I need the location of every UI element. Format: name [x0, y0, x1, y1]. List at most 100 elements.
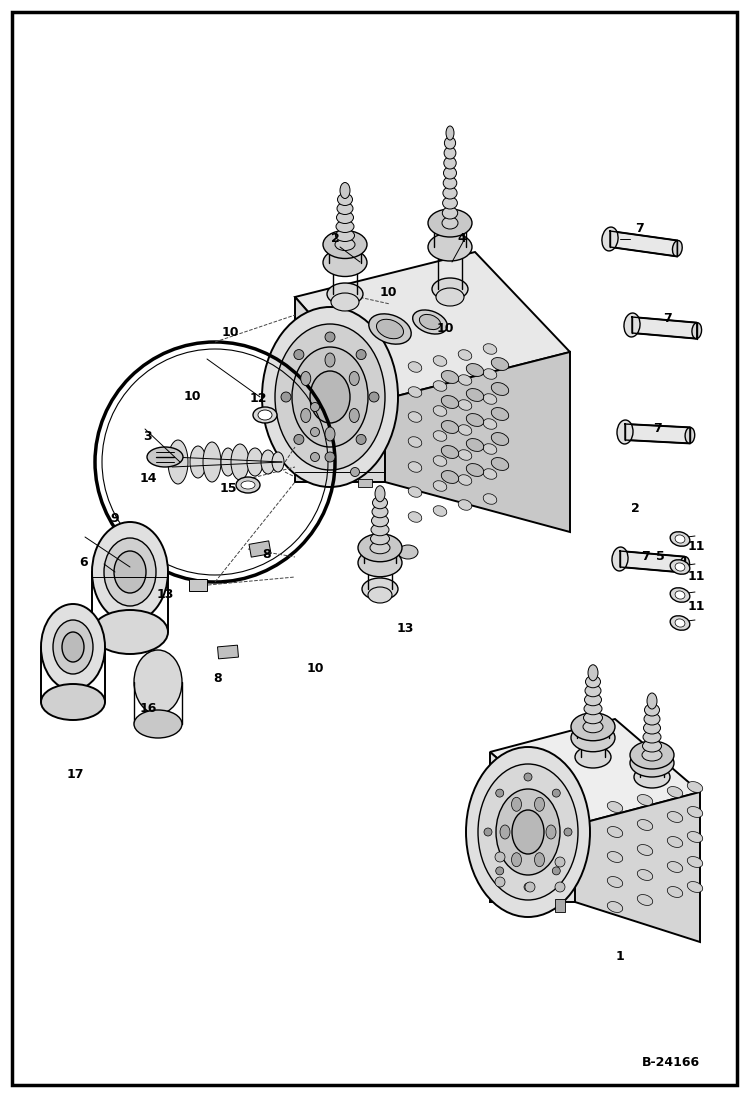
Ellipse shape — [644, 713, 660, 725]
Ellipse shape — [643, 722, 661, 734]
Text: 11: 11 — [688, 600, 705, 613]
Ellipse shape — [495, 877, 505, 887]
Text: 13: 13 — [157, 588, 174, 601]
Ellipse shape — [441, 371, 458, 384]
Ellipse shape — [336, 212, 354, 224]
Circle shape — [496, 789, 504, 798]
Ellipse shape — [337, 203, 353, 215]
Text: B-24166: B-24166 — [642, 1055, 700, 1068]
Ellipse shape — [413, 310, 447, 333]
Polygon shape — [490, 753, 575, 902]
Text: 8: 8 — [213, 672, 222, 686]
Ellipse shape — [637, 870, 652, 881]
Ellipse shape — [258, 410, 272, 420]
Ellipse shape — [483, 443, 497, 454]
Ellipse shape — [685, 428, 695, 443]
Ellipse shape — [335, 238, 355, 250]
Ellipse shape — [301, 372, 311, 385]
Ellipse shape — [647, 693, 657, 709]
Ellipse shape — [444, 157, 456, 169]
Text: 10: 10 — [379, 285, 397, 298]
Circle shape — [325, 452, 335, 462]
Ellipse shape — [688, 882, 703, 893]
Ellipse shape — [231, 444, 249, 480]
Text: 8: 8 — [263, 548, 271, 562]
Ellipse shape — [491, 457, 509, 471]
Circle shape — [552, 789, 560, 798]
Ellipse shape — [241, 480, 255, 489]
Ellipse shape — [644, 704, 660, 716]
Ellipse shape — [571, 713, 615, 740]
Circle shape — [311, 452, 320, 462]
Ellipse shape — [372, 514, 389, 527]
Ellipse shape — [168, 440, 188, 484]
Ellipse shape — [667, 886, 682, 897]
Circle shape — [524, 773, 532, 781]
Text: 14: 14 — [139, 473, 157, 486]
Ellipse shape — [642, 749, 662, 761]
Ellipse shape — [688, 857, 703, 868]
Ellipse shape — [512, 852, 521, 867]
Circle shape — [311, 428, 320, 437]
Ellipse shape — [607, 802, 622, 813]
Ellipse shape — [643, 740, 661, 753]
Ellipse shape — [667, 787, 682, 798]
Circle shape — [351, 467, 360, 476]
Ellipse shape — [458, 399, 472, 410]
Ellipse shape — [433, 431, 447, 441]
Ellipse shape — [467, 414, 484, 427]
Ellipse shape — [41, 685, 105, 720]
Polygon shape — [620, 551, 685, 573]
Ellipse shape — [634, 766, 670, 788]
Ellipse shape — [433, 381, 447, 392]
Ellipse shape — [432, 278, 468, 299]
Text: 12: 12 — [249, 393, 267, 406]
Ellipse shape — [408, 462, 422, 473]
Ellipse shape — [428, 233, 472, 261]
Polygon shape — [249, 541, 271, 557]
Ellipse shape — [370, 542, 390, 554]
Ellipse shape — [643, 731, 661, 743]
Ellipse shape — [190, 446, 206, 478]
Ellipse shape — [443, 177, 457, 189]
Text: 11: 11 — [688, 541, 705, 554]
Ellipse shape — [483, 419, 497, 429]
Ellipse shape — [630, 749, 674, 777]
Ellipse shape — [408, 411, 422, 422]
Ellipse shape — [670, 588, 690, 602]
Ellipse shape — [458, 475, 472, 485]
Ellipse shape — [512, 810, 544, 853]
Text: 4: 4 — [458, 233, 467, 246]
Ellipse shape — [585, 685, 601, 697]
Text: 7: 7 — [654, 422, 662, 436]
Ellipse shape — [688, 832, 703, 842]
Polygon shape — [385, 352, 570, 532]
Text: 7: 7 — [664, 313, 673, 326]
Ellipse shape — [428, 210, 472, 237]
Text: 10: 10 — [306, 663, 324, 676]
Ellipse shape — [301, 408, 311, 422]
Ellipse shape — [433, 406, 447, 416]
Ellipse shape — [688, 806, 703, 817]
Circle shape — [294, 350, 304, 360]
Ellipse shape — [441, 396, 458, 408]
Text: 7: 7 — [640, 551, 649, 564]
Ellipse shape — [340, 182, 350, 199]
Ellipse shape — [667, 812, 682, 823]
Ellipse shape — [584, 693, 601, 705]
Ellipse shape — [53, 620, 93, 674]
Ellipse shape — [236, 477, 260, 493]
Ellipse shape — [325, 353, 335, 367]
Ellipse shape — [441, 420, 458, 433]
Ellipse shape — [496, 789, 560, 875]
Ellipse shape — [292, 347, 368, 446]
Ellipse shape — [546, 825, 556, 839]
Ellipse shape — [408, 362, 422, 372]
Ellipse shape — [483, 494, 497, 505]
Ellipse shape — [358, 534, 402, 562]
Polygon shape — [490, 719, 700, 825]
Ellipse shape — [466, 747, 590, 917]
Ellipse shape — [637, 845, 652, 856]
Ellipse shape — [612, 547, 628, 570]
Polygon shape — [189, 579, 207, 591]
